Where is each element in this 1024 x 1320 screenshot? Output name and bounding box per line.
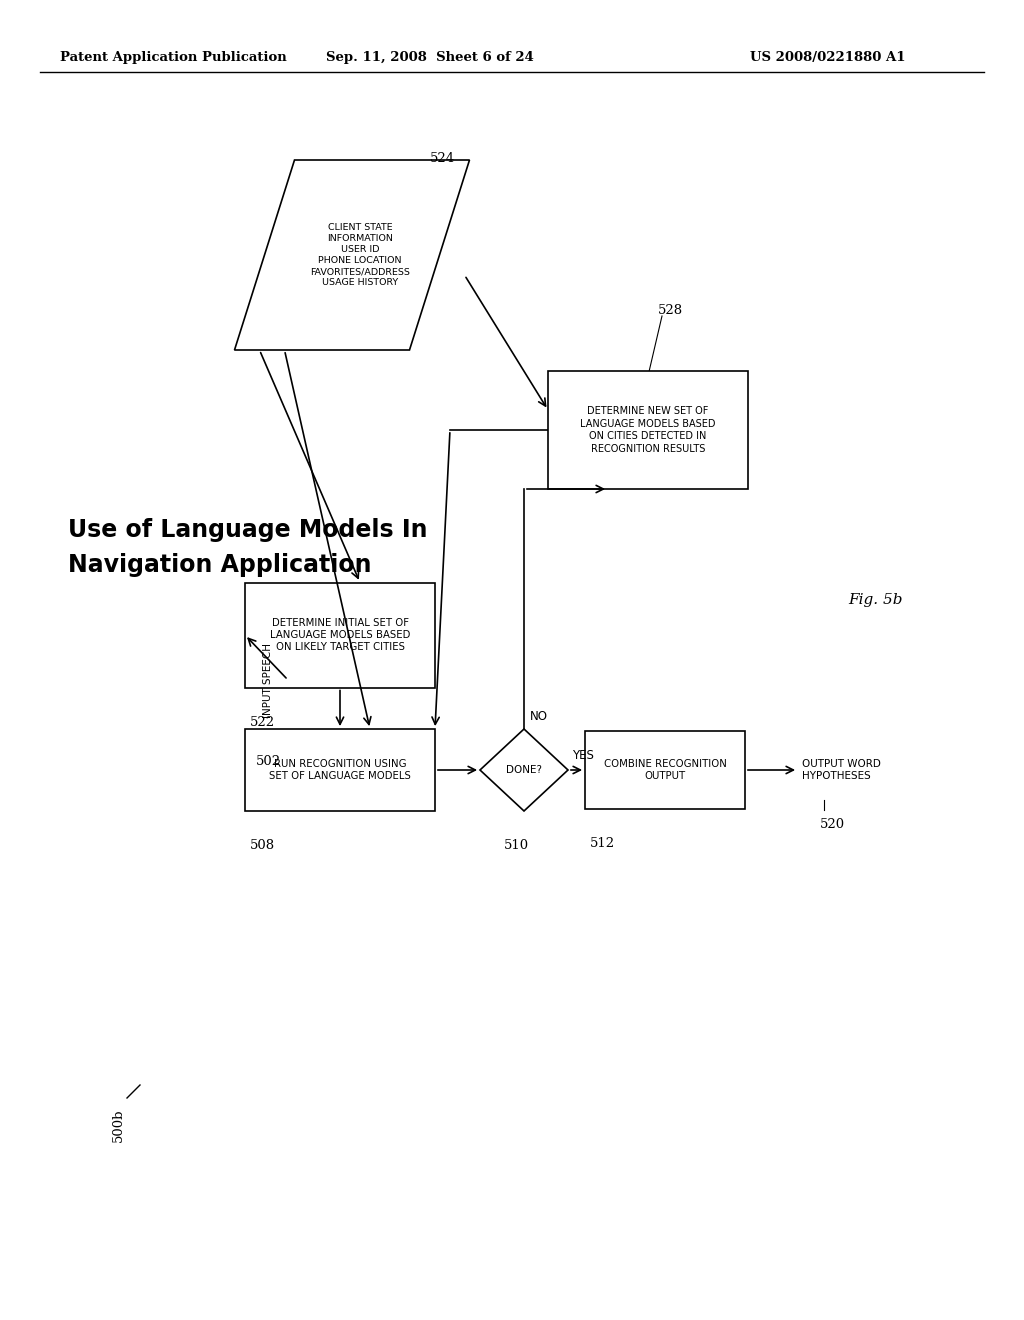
Text: YES: YES	[572, 748, 594, 762]
Text: 528: 528	[658, 304, 683, 317]
Polygon shape	[480, 729, 568, 810]
Text: 524: 524	[430, 152, 455, 165]
Text: DETERMINE INITIAL SET OF
LANGUAGE MODELS BASED
ON LIKELY TARGET CITIES: DETERMINE INITIAL SET OF LANGUAGE MODELS…	[269, 618, 411, 652]
Text: 500b: 500b	[112, 1107, 125, 1142]
Text: 508: 508	[250, 840, 275, 851]
FancyBboxPatch shape	[585, 731, 745, 809]
Text: 512: 512	[590, 837, 615, 850]
Text: INPUT SPEECH: INPUT SPEECH	[263, 643, 273, 718]
Polygon shape	[234, 160, 469, 350]
FancyBboxPatch shape	[548, 371, 748, 488]
Text: 522: 522	[250, 715, 275, 729]
Text: US 2008/0221880 A1: US 2008/0221880 A1	[750, 51, 905, 65]
Text: 502: 502	[255, 755, 281, 768]
Text: Fig. 5b: Fig. 5b	[848, 593, 902, 607]
Text: COMBINE RECOGNITION
OUTPUT: COMBINE RECOGNITION OUTPUT	[603, 759, 726, 781]
Text: RUN RECOGNITION USING
SET OF LANGUAGE MODELS: RUN RECOGNITION USING SET OF LANGUAGE MO…	[269, 759, 411, 781]
Text: OUTPUT WORD
HYPOTHESES: OUTPUT WORD HYPOTHESES	[802, 759, 881, 781]
Text: Patent Application Publication: Patent Application Publication	[60, 51, 287, 65]
Text: DONE?: DONE?	[506, 766, 542, 775]
Text: 520: 520	[820, 818, 845, 832]
Text: Navigation Application: Navigation Application	[68, 553, 372, 577]
Text: NO: NO	[530, 710, 548, 723]
Text: CLIENT STATE
INFORMATION
USER ID
PHONE LOCATION
FAVORITES/ADDRESS
USAGE HISTORY: CLIENT STATE INFORMATION USER ID PHONE L…	[310, 223, 410, 288]
Text: DETERMINE NEW SET OF
LANGUAGE MODELS BASED
ON CITIES DETECTED IN
RECOGNITION RES: DETERMINE NEW SET OF LANGUAGE MODELS BAS…	[581, 407, 716, 454]
Text: Use of Language Models In: Use of Language Models In	[68, 517, 427, 543]
FancyBboxPatch shape	[245, 729, 435, 810]
Text: Sep. 11, 2008  Sheet 6 of 24: Sep. 11, 2008 Sheet 6 of 24	[326, 51, 534, 65]
Text: 510: 510	[504, 840, 529, 851]
FancyBboxPatch shape	[245, 582, 435, 688]
